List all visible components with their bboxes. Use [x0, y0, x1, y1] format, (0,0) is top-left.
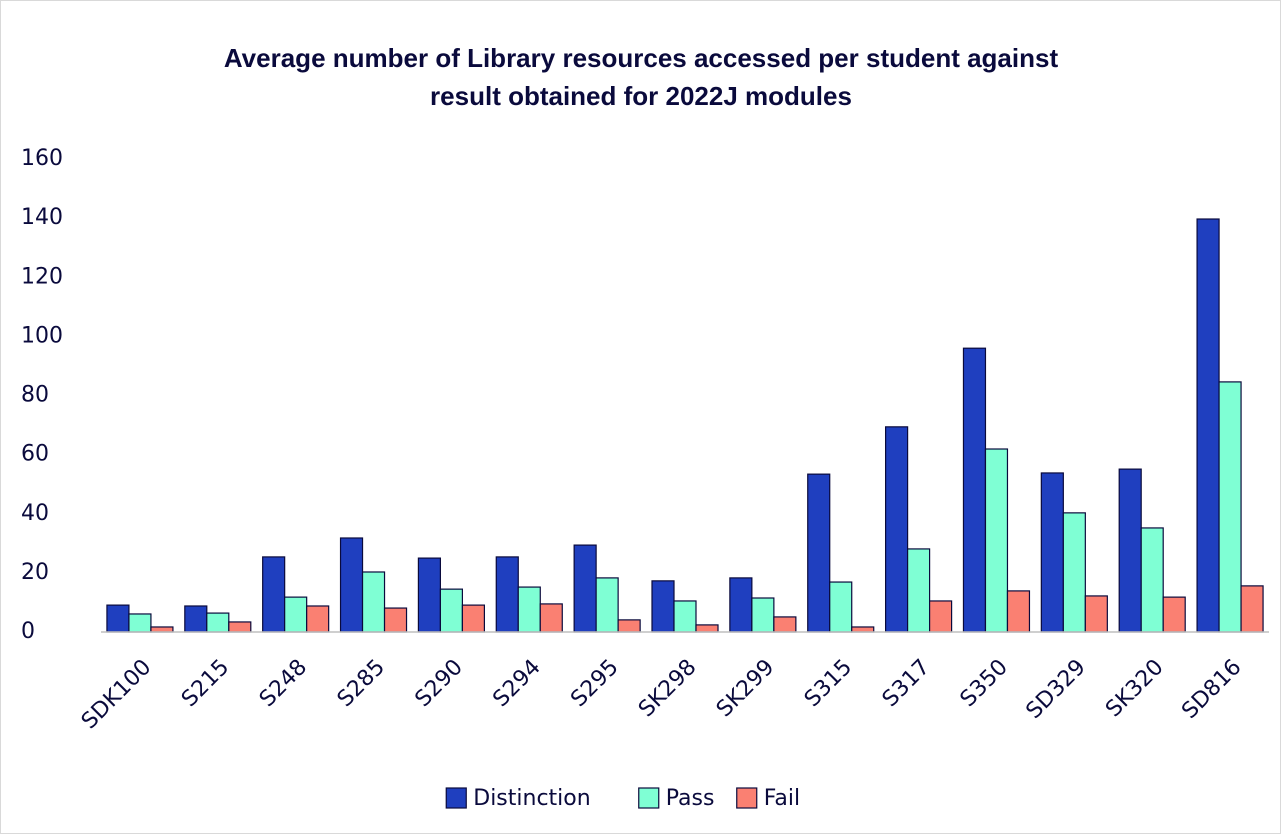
legend-swatch [638, 787, 660, 809]
bar [984, 448, 1009, 633]
bar [417, 557, 441, 633]
x-tick-label: S248 [255, 655, 312, 712]
y-tick-label: 80 [21, 383, 49, 408]
bar [729, 577, 753, 633]
bar [128, 613, 152, 633]
legend-swatch [736, 787, 758, 809]
bar [928, 600, 953, 633]
bar [1006, 590, 1031, 633]
x-tick-label: SK298 [634, 655, 701, 722]
x-tick-label: SD816 [1177, 655, 1246, 724]
y-tick-label: 100 [21, 323, 63, 348]
bar [695, 624, 719, 633]
bar [495, 556, 519, 633]
x-tick-label: S350 [956, 655, 1013, 712]
x-tick-label: S290 [411, 655, 468, 712]
bar [1196, 218, 1220, 633]
bar [751, 597, 775, 633]
y-tick-label: 120 [21, 264, 63, 289]
y-tick-label: 0 [21, 619, 35, 644]
x-tick-label: SK299 [712, 655, 779, 722]
bar [361, 571, 386, 633]
legend-swatch [445, 787, 467, 809]
x-tick-label: S294 [488, 655, 545, 712]
bar [184, 605, 208, 633]
bar [383, 607, 408, 633]
bar [617, 619, 641, 633]
bar [206, 612, 230, 633]
bar [773, 616, 797, 633]
chart-title: Average number of Library resources acce… [223, 43, 1059, 111]
y-tick-label: 20 [21, 560, 49, 585]
x-tick-label: S215 [177, 655, 234, 712]
x-tick-label: SD329 [1022, 655, 1091, 724]
bar [1062, 512, 1086, 633]
y-tick-label: 140 [21, 205, 63, 230]
y-tick-label: 160 [21, 146, 63, 171]
bar [539, 603, 563, 633]
bar [906, 548, 931, 633]
bar [884, 426, 909, 633]
y-tick-label: 60 [21, 442, 49, 467]
legend-label: Fail [764, 786, 800, 811]
bar [829, 581, 853, 633]
bar [962, 347, 987, 633]
x-tick-label: S317 [878, 655, 935, 712]
bar [851, 626, 875, 633]
bar [284, 596, 308, 633]
bar [306, 605, 330, 633]
bar [262, 556, 286, 633]
bar [1118, 468, 1142, 633]
bar [439, 588, 463, 633]
bar [1162, 596, 1186, 633]
bar [1040, 472, 1064, 633]
bar [573, 544, 597, 633]
bar [517, 586, 541, 633]
bar [1140, 527, 1164, 633]
bar [807, 473, 831, 633]
x-tick-label: SK320 [1101, 655, 1168, 722]
bar [1240, 585, 1264, 633]
bar [651, 580, 675, 633]
bar [339, 537, 364, 633]
x-tick-label: S285 [333, 655, 390, 712]
bar [1084, 595, 1108, 633]
bar [106, 604, 130, 633]
x-tick-label: S295 [566, 655, 623, 712]
legend-label: Distinction [473, 786, 590, 811]
y-tick-label: 40 [21, 501, 49, 526]
x-tick-label: SDK100 [77, 655, 156, 734]
bar [461, 604, 485, 633]
bar [1218, 381, 1242, 633]
bar [150, 626, 174, 633]
legend-label: Pass [666, 786, 715, 811]
bar [228, 621, 252, 633]
bar [595, 577, 619, 633]
bar [673, 600, 697, 633]
x-tick-label: S315 [800, 655, 857, 712]
